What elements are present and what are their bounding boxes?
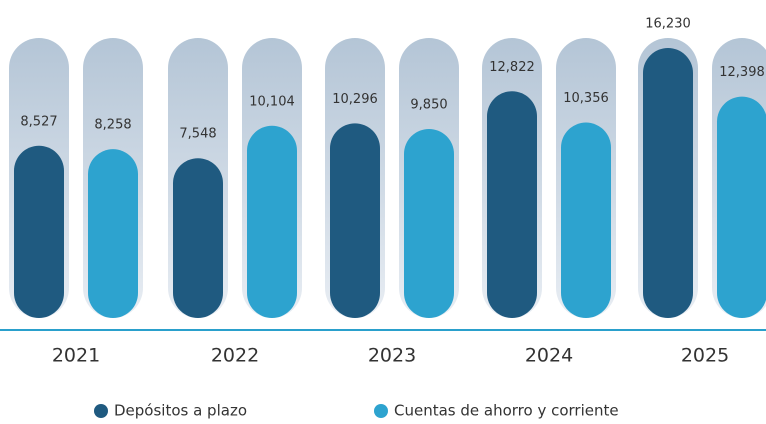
value-label: 7,548 [179,127,216,142]
bar [643,48,693,318]
legend-label: Depósitos a plazo [114,402,247,420]
value-label: 8,258 [94,118,131,133]
value-label: 12,398 [719,65,765,80]
bar [88,149,138,318]
value-label: 12,822 [489,60,535,75]
value-label: 10,356 [563,91,609,106]
x-tick-label: 2022 [211,345,259,367]
bar [173,158,223,318]
x-tick-label: 2023 [368,345,416,367]
legend-marker [94,404,108,418]
x-tick-label: 2021 [52,345,100,367]
legend-label: Cuentas de ahorro y corriente [394,402,619,420]
bar [717,96,766,318]
bar [330,123,380,318]
value-label: 9,850 [410,97,447,112]
value-label: 16,230 [645,17,691,32]
value-label: 10,104 [249,94,295,109]
value-label: 10,296 [332,92,378,107]
legend-marker [374,404,388,418]
bar [247,125,297,318]
x-tick-label: 2025 [681,345,729,367]
bar [487,91,537,318]
value-label: 8,527 [20,114,57,129]
bar [14,145,64,318]
x-tick-label: 2024 [525,345,573,367]
bar [404,128,454,318]
bar [561,122,611,319]
